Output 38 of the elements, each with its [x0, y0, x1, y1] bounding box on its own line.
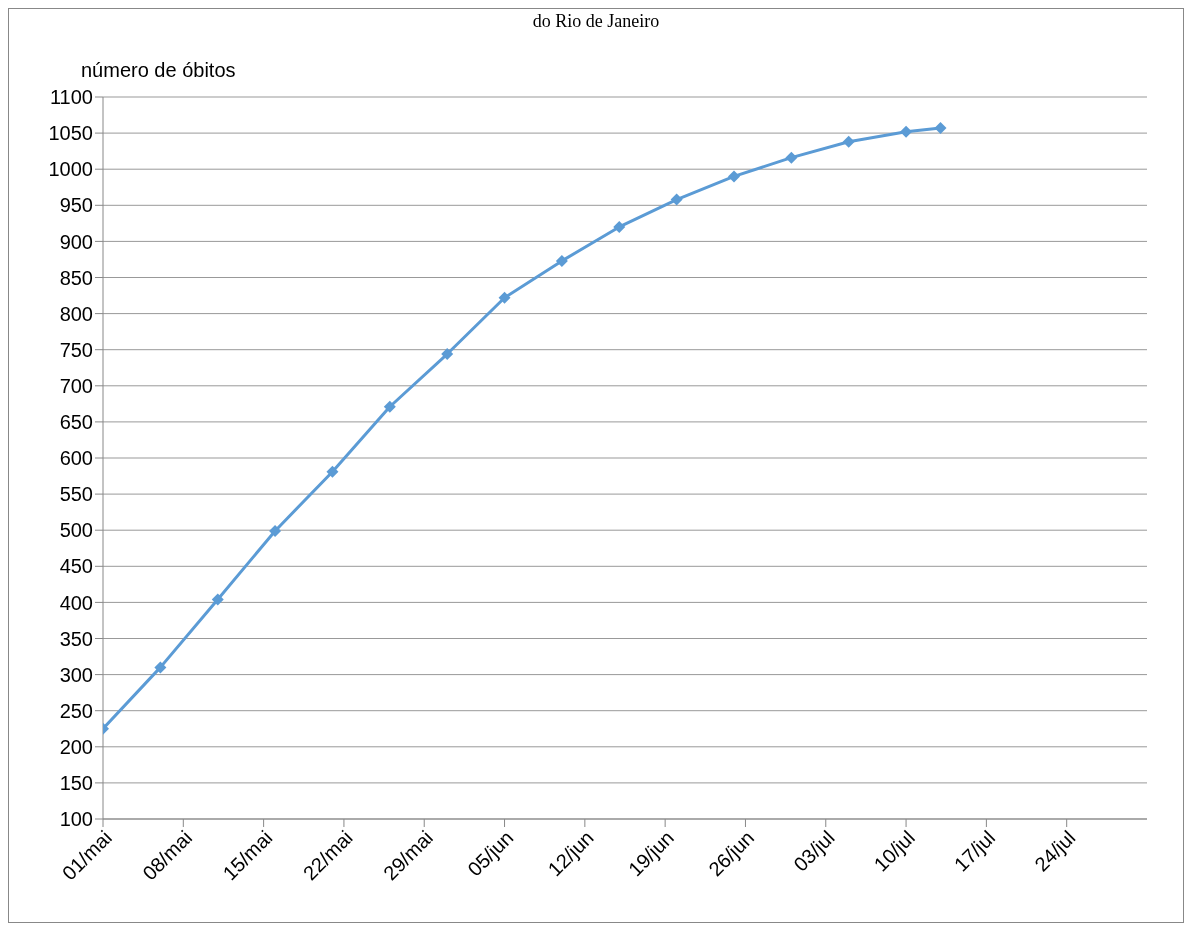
y-tick-label: 300 — [59, 663, 93, 686]
y-tick-label: 250 — [59, 699, 93, 722]
point — [842, 135, 855, 148]
y-tick-label: 900 — [59, 230, 93, 253]
y-tick-label: 850 — [59, 266, 93, 289]
point — [441, 348, 454, 361]
y-tick-label: 400 — [59, 591, 93, 614]
point — [613, 220, 626, 233]
point — [785, 151, 798, 164]
point — [670, 193, 683, 206]
y-tick-label: 1000 — [48, 158, 93, 181]
y-tick-label: 800 — [59, 302, 93, 325]
y-tick-label: 750 — [59, 338, 93, 361]
point — [154, 661, 167, 674]
y-tick-label: 1050 — [48, 122, 93, 145]
point — [555, 254, 568, 267]
y-tick-label: 200 — [59, 735, 93, 758]
y-tick-label: 500 — [59, 519, 93, 542]
point — [211, 593, 224, 606]
y-tick-label: 350 — [59, 627, 93, 650]
y-tick-label: 150 — [59, 772, 93, 794]
y-axis-title: número de óbitos — [81, 59, 236, 82]
point — [934, 122, 947, 135]
point — [326, 465, 339, 478]
point — [269, 524, 282, 537]
y-tick-label: 100 — [59, 808, 93, 831]
y-tick-label: 950 — [59, 194, 93, 217]
point — [727, 170, 740, 183]
point — [498, 291, 511, 304]
y-tick-label: 550 — [59, 483, 93, 506]
y-tick-label: 1100 — [49, 86, 93, 109]
chart-title: do Rio de Janeiro — [531, 11, 661, 32]
y-tick-label: 450 — [59, 555, 93, 578]
point — [900, 125, 913, 138]
y-tick-label: 700 — [59, 374, 93, 397]
point — [383, 400, 396, 413]
y-tick-label: 650 — [59, 411, 93, 433]
y-tick-label: 600 — [59, 447, 93, 470]
